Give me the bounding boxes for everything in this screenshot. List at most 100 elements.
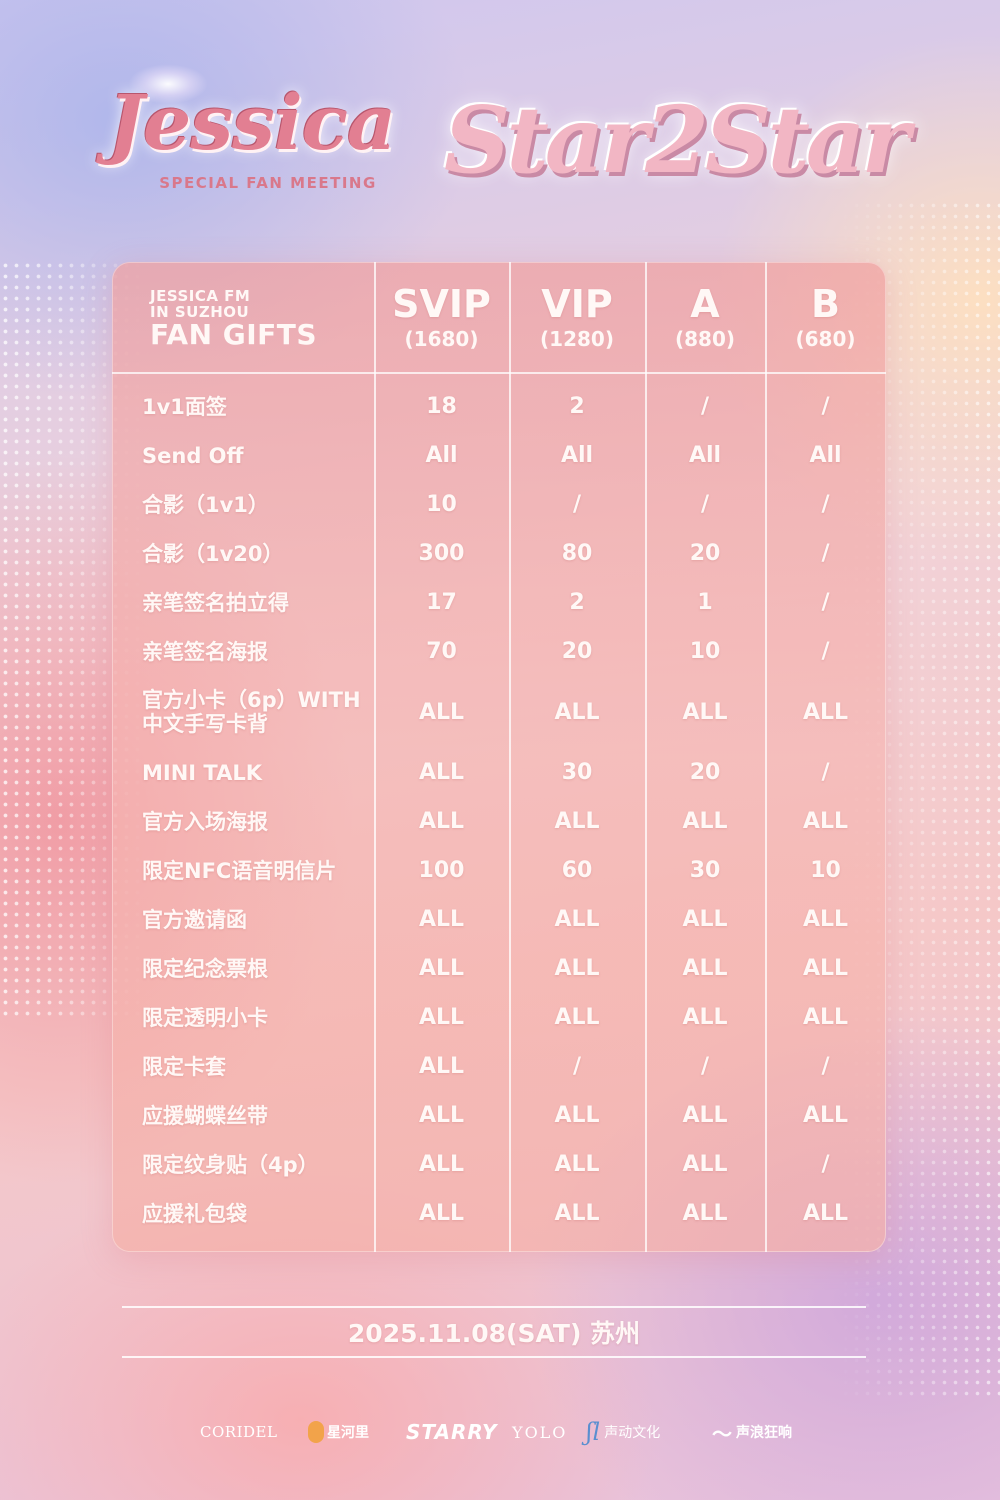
row-value: ALL xyxy=(418,956,465,981)
table-row: Send Off All All All All xyxy=(112,431,886,480)
wave-icon: 〜 xyxy=(712,1421,732,1446)
sponsor-name: STARRY xyxy=(406,1420,498,1444)
sponsor-name: 星河里 xyxy=(327,1425,369,1441)
logo-main-text: Jessica xyxy=(108,78,396,167)
row-value: / xyxy=(821,541,830,566)
row-label: 合影（1v1） xyxy=(142,492,269,517)
row-value: ALL xyxy=(418,1201,465,1226)
row-value: ALL xyxy=(554,699,600,725)
row-value: / xyxy=(821,492,830,517)
table-row: 限定纹身贴（4p） ALL ALL ALL / xyxy=(112,1140,886,1189)
row-value: ALL xyxy=(554,956,600,981)
sponsor-logos: CORIDEL 星河里 STARRY YOLO ʃl 声动文化 〜声浪狂响 xyxy=(190,1410,810,1450)
table-row: 1v1面签 18 2 / / xyxy=(112,382,886,431)
row-value: ALL xyxy=(802,809,849,834)
row-value: / xyxy=(572,1054,582,1079)
row-label: 限定透明小卡 xyxy=(142,1005,268,1030)
row-label: 应援礼包袋 xyxy=(142,1201,247,1226)
table-row: 限定NFC语音明信片 100 60 30 10 xyxy=(112,846,886,895)
row-value: ALL xyxy=(554,809,600,834)
row-value: 30 xyxy=(561,760,593,785)
row-value: ALL xyxy=(802,1201,849,1226)
header-divider xyxy=(112,372,886,374)
sponsor-logo: 〜声浪狂响 xyxy=(712,1418,792,1446)
star2star-logo: Star2Star xyxy=(443,86,910,194)
row-value: ALL xyxy=(682,809,728,834)
row-label: 1v1面签 xyxy=(142,394,227,419)
table-row: 限定纪念票根 ALL ALL ALL ALL xyxy=(112,944,886,993)
tier-price: (680) xyxy=(795,327,856,351)
row-value: ALL xyxy=(418,699,465,725)
header-line-1: JESSICA FM xyxy=(150,287,251,305)
row-value: 2 xyxy=(569,394,585,419)
row-value: ALL xyxy=(554,1005,600,1030)
row-value: 100 xyxy=(418,858,465,883)
row-value: ALL xyxy=(682,1201,728,1226)
row-value: / xyxy=(821,639,830,664)
row-value: All xyxy=(560,443,594,468)
row-value: ALL xyxy=(554,907,600,932)
sponsor-logo: STARRY xyxy=(406,1418,497,1446)
row-label: 限定NFC语音明信片 xyxy=(142,858,337,883)
table-row: 官方入场海报 ALL ALL ALL ALL xyxy=(112,797,886,846)
row-value: All xyxy=(809,443,842,468)
row-value: ALL xyxy=(418,907,465,932)
row-label: 官方小卡（6p）WITH中文手写卡背 xyxy=(142,688,361,736)
row-value: ALL xyxy=(418,1152,465,1177)
row-value: 30 xyxy=(689,858,721,883)
row-label: 限定纹身贴（4p） xyxy=(142,1152,319,1177)
row-value: ALL xyxy=(682,1152,728,1177)
row-label: MINI TALK xyxy=(142,760,263,785)
table-row: 限定卡套 ALL / / / xyxy=(112,1042,886,1091)
sponsor-name: 声浪狂响 xyxy=(736,1425,792,1441)
sponsor-name: YOLO xyxy=(512,1422,568,1442)
row-value: / xyxy=(572,492,582,517)
table-row: 合影（1v20） 300 80 20 / xyxy=(112,529,886,578)
row-label: 应援蝴蝶丝带 xyxy=(142,1103,268,1128)
tier-price: (880) xyxy=(674,327,736,351)
fan-gifts-table: JESSICA FM IN SUZHOU FAN GIFTS SVIP (168… xyxy=(112,262,886,1252)
table-row: 亲笔签名拍立得 17 2 1 / xyxy=(112,578,886,627)
sponsor-name: CORIDEL xyxy=(200,1423,278,1441)
sparkle-glint-icon xyxy=(128,64,208,104)
row-value: / xyxy=(821,760,830,785)
row-label: 亲笔签名拍立得 xyxy=(142,590,289,615)
tier-vip: VIP (1280) xyxy=(509,282,645,352)
column-divider xyxy=(765,262,767,1252)
tier-b: B (680) xyxy=(765,282,886,352)
row-value: / xyxy=(821,1152,830,1177)
row-value: 10 xyxy=(810,858,841,883)
table-row: 合影（1v1） 10 / / / xyxy=(112,480,886,529)
row-label: 限定纪念票根 xyxy=(142,956,268,981)
tier-a: A (880) xyxy=(645,282,765,352)
table-row: 官方小卡（6p）WITH中文手写卡背 ALL ALL ALL ALL xyxy=(112,676,886,748)
column-divider xyxy=(509,262,511,1252)
table-row: 官方邀请函 ALL ALL ALL ALL xyxy=(112,895,886,944)
tier-name: A xyxy=(690,282,720,326)
row-value: ALL xyxy=(418,1103,465,1128)
footer-divider-bottom xyxy=(122,1356,866,1358)
row-value: ALL xyxy=(682,1103,728,1128)
row-value: 20 xyxy=(689,541,721,566)
column-divider xyxy=(645,262,647,1252)
row-value: / xyxy=(821,1054,830,1079)
row-value: 17 xyxy=(426,590,457,615)
row-label: 官方入场海报 xyxy=(142,809,268,834)
tier-name: VIP xyxy=(541,282,613,326)
sponsor-logo: CORIDEL xyxy=(200,1418,277,1446)
row-value: 80 xyxy=(561,541,593,566)
row-value: ALL xyxy=(418,809,465,834)
row-value: 20 xyxy=(561,639,593,664)
event-date: 2025.11.08(SAT) 苏州 xyxy=(347,1319,641,1348)
row-label: Send Off xyxy=(142,443,244,468)
row-value: ALL xyxy=(682,699,728,725)
row-value: ALL xyxy=(802,1005,849,1030)
row-value: / xyxy=(700,492,710,517)
header-line-2: IN SUZHOU xyxy=(150,303,250,321)
logo-subtitle: SPECIAL FAN MEETING xyxy=(159,174,377,192)
row-value: ALL xyxy=(802,956,849,981)
row-value: 60 xyxy=(561,858,593,883)
row-value: 18 xyxy=(426,394,457,419)
row-value: ALL xyxy=(418,1054,465,1079)
row-value: All xyxy=(688,443,722,468)
